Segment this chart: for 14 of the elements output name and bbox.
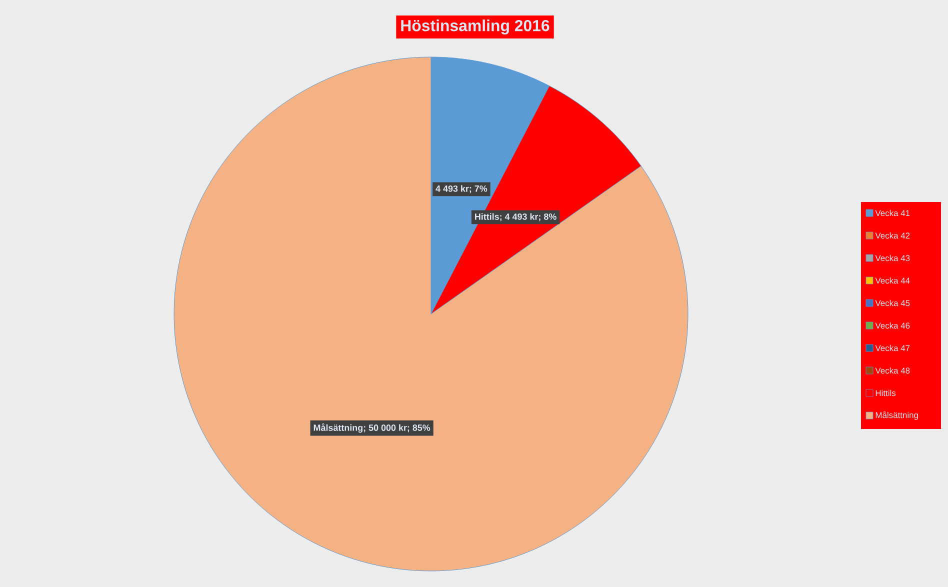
data-label: 4 493 kr; 7% — [436, 185, 488, 194]
legend-label: Vecka 45 — [875, 300, 910, 306]
chart-title: Höstinsamling 2016 — [401, 20, 550, 34]
legend-label: Vecka 46 — [875, 322, 910, 329]
legend-label: Vecka 44 — [875, 277, 910, 284]
legend-label: Målsättning — [876, 411, 918, 420]
data-label: Hittils; 4 493 kr; 8% — [475, 213, 556, 222]
legend-label: Vecka 48 — [875, 367, 910, 374]
legend-label: Hittils — [876, 390, 896, 396]
legend-label: Vecka 47 — [875, 344, 910, 352]
legend-label: Vecka 42 — [875, 232, 910, 239]
legend-label: Vecka 43 — [875, 254, 910, 262]
legend-label: Vecka 41 — [875, 210, 910, 216]
data-label: Målsättning; 50 000 kr; 85% — [314, 423, 430, 433]
